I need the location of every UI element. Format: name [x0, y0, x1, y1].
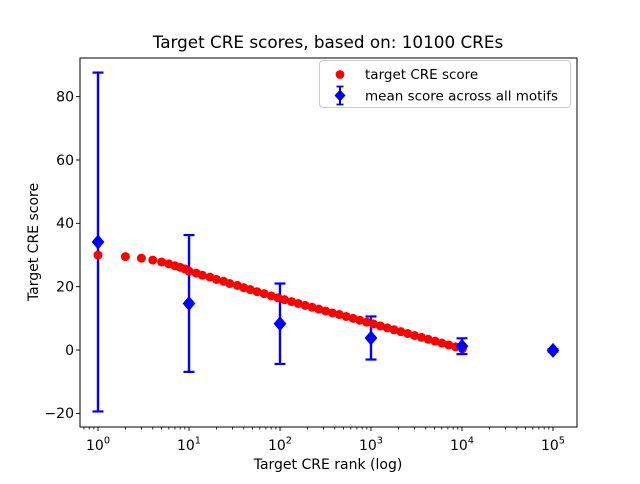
red-dot — [287, 297, 297, 307]
red-dot — [369, 319, 379, 329]
red-dot — [355, 315, 365, 325]
red-dot — [245, 285, 255, 295]
red-dot — [437, 338, 447, 348]
red-dot — [259, 289, 269, 299]
x-tick-label: 101 — [177, 436, 201, 455]
y-tick-label: 40 — [56, 216, 74, 232]
red-dot — [252, 287, 262, 297]
y-tick-label: 0 — [65, 343, 74, 359]
red-dot — [341, 311, 351, 321]
x-tick-label: 104 — [450, 436, 474, 455]
y-tick-label: 80 — [56, 89, 74, 105]
plot-area: 100 101 102 103 104 105 −20 0 20 40 60 80 — [44, 57, 578, 455]
x-tick-label: 105 — [541, 436, 565, 455]
y-axis-label: Target CRE score — [26, 183, 42, 302]
x-axis-label: Target CRE rank (log) — [253, 457, 403, 473]
red-dot — [389, 325, 399, 335]
red-dot — [416, 332, 426, 342]
legend-label-mean-score: mean score across all motifs — [365, 89, 558, 105]
red-dot — [430, 336, 440, 346]
red-dot — [382, 323, 392, 333]
red-dot — [300, 300, 310, 310]
red-dot — [444, 340, 454, 350]
red-dot — [225, 279, 235, 289]
red-dot — [184, 266, 194, 276]
red-dot — [362, 317, 372, 327]
mean-diamond — [546, 342, 560, 358]
red-dot — [348, 313, 358, 323]
legend: target CRE score mean score across all m… — [319, 60, 571, 108]
red-dot — [321, 306, 331, 316]
red-dot — [197, 270, 207, 280]
legend-blue-errorbar-icon — [334, 85, 346, 106]
red-dot — [293, 298, 303, 308]
x-tick-label: 103 — [359, 436, 383, 455]
y-tick-label: 20 — [56, 279, 74, 295]
legend-red-dot-icon — [335, 70, 345, 79]
red-dot — [93, 250, 103, 260]
axes-frame — [79, 57, 578, 428]
red-dot — [266, 291, 276, 301]
mean-diamond — [364, 330, 378, 346]
red-dot — [423, 334, 433, 344]
mean-diamond — [455, 338, 469, 354]
red-dot — [148, 255, 158, 265]
legend-label-target-score: target CRE score — [365, 67, 478, 83]
red-dot — [410, 330, 420, 340]
x-tick-label: 102 — [268, 436, 292, 455]
legend-frame — [319, 60, 571, 108]
red-dot — [120, 252, 130, 262]
red-dot — [403, 329, 413, 339]
red-dot — [314, 304, 324, 314]
x-tick-label: 100 — [86, 436, 110, 455]
red-dot — [211, 274, 221, 284]
y-tick-label: 60 — [56, 153, 74, 169]
red-dot — [157, 257, 167, 267]
mean-diamond — [182, 295, 196, 311]
red-dot — [396, 327, 406, 337]
red-dot — [279, 295, 289, 305]
mean-diamond — [273, 316, 287, 332]
y-tick-label: −20 — [44, 406, 74, 422]
mean-diamond — [91, 234, 105, 250]
red-dot — [136, 253, 146, 263]
red-dot — [375, 321, 385, 331]
red-dot — [334, 310, 344, 320]
red-dot — [307, 302, 317, 312]
chart-title: Target CRE scores, based on: 10100 CREs — [152, 32, 503, 52]
red-dot — [328, 308, 338, 318]
